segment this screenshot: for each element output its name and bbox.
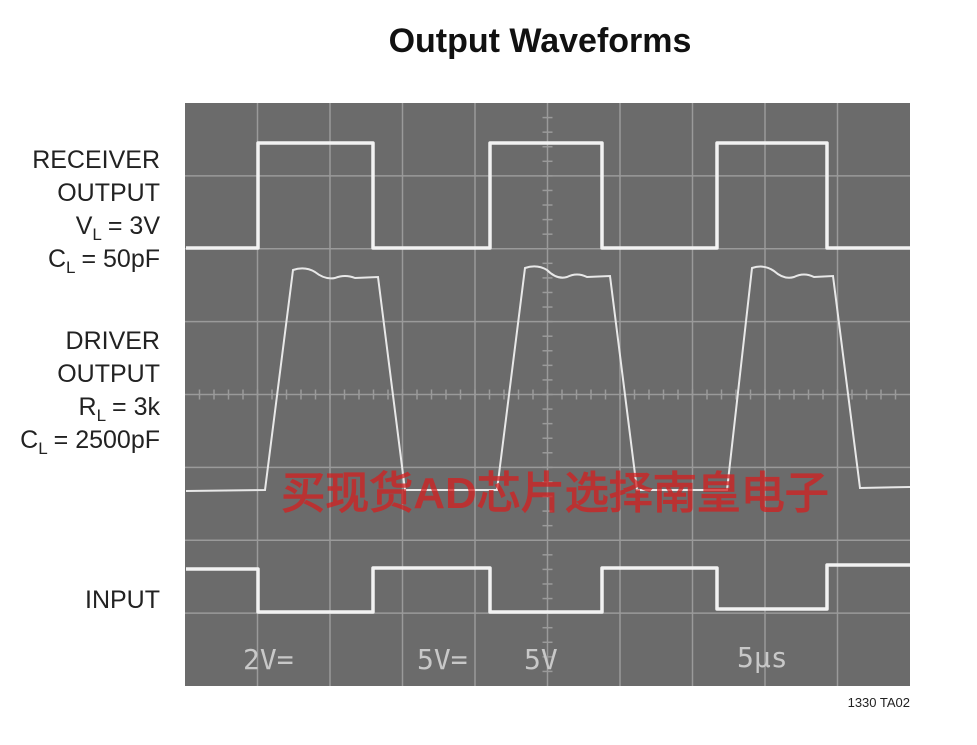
value: = 2500pF (54, 426, 160, 454)
receiver-waveform (186, 141, 910, 250)
scope-readout: 5V (524, 643, 558, 676)
value: = 50pF (81, 245, 160, 273)
scope-readout: 2V= (243, 643, 294, 676)
subscript: L (66, 258, 75, 277)
waveforms (185, 141, 911, 614)
title: Output Waveforms (389, 22, 692, 60)
scope-readout: 5V= (417, 643, 468, 676)
label-line: OUTPUT (57, 360, 160, 388)
symbol: V (76, 212, 93, 240)
label-line: OUTPUT (57, 179, 160, 207)
scope-readout: 5µs (737, 641, 788, 674)
condition: VL = 3V (76, 212, 161, 244)
subscript: L (38, 439, 47, 458)
watermark: 买现货AD芯片选择南皇电子 (281, 469, 829, 518)
symbol: R (79, 393, 97, 421)
condition: CL = 2500pF (20, 426, 160, 458)
symbol: C (48, 245, 66, 273)
graticule (185, 103, 910, 686)
input-waveform (186, 563, 910, 614)
label-line: DRIVER (66, 327, 160, 355)
label-line: RECEIVER (32, 146, 160, 174)
figure-id: 1330 TA02 (848, 695, 910, 710)
symbol: C (20, 426, 38, 454)
condition: CL = 50pF (48, 245, 160, 277)
value: = 3V (108, 212, 160, 240)
subscript: L (97, 406, 106, 425)
subscript: L (92, 225, 101, 244)
value: = 3k (112, 393, 160, 421)
driver-waveform (185, 265, 911, 492)
condition: RL = 3k (79, 393, 161, 425)
label-line: INPUT (85, 586, 160, 614)
